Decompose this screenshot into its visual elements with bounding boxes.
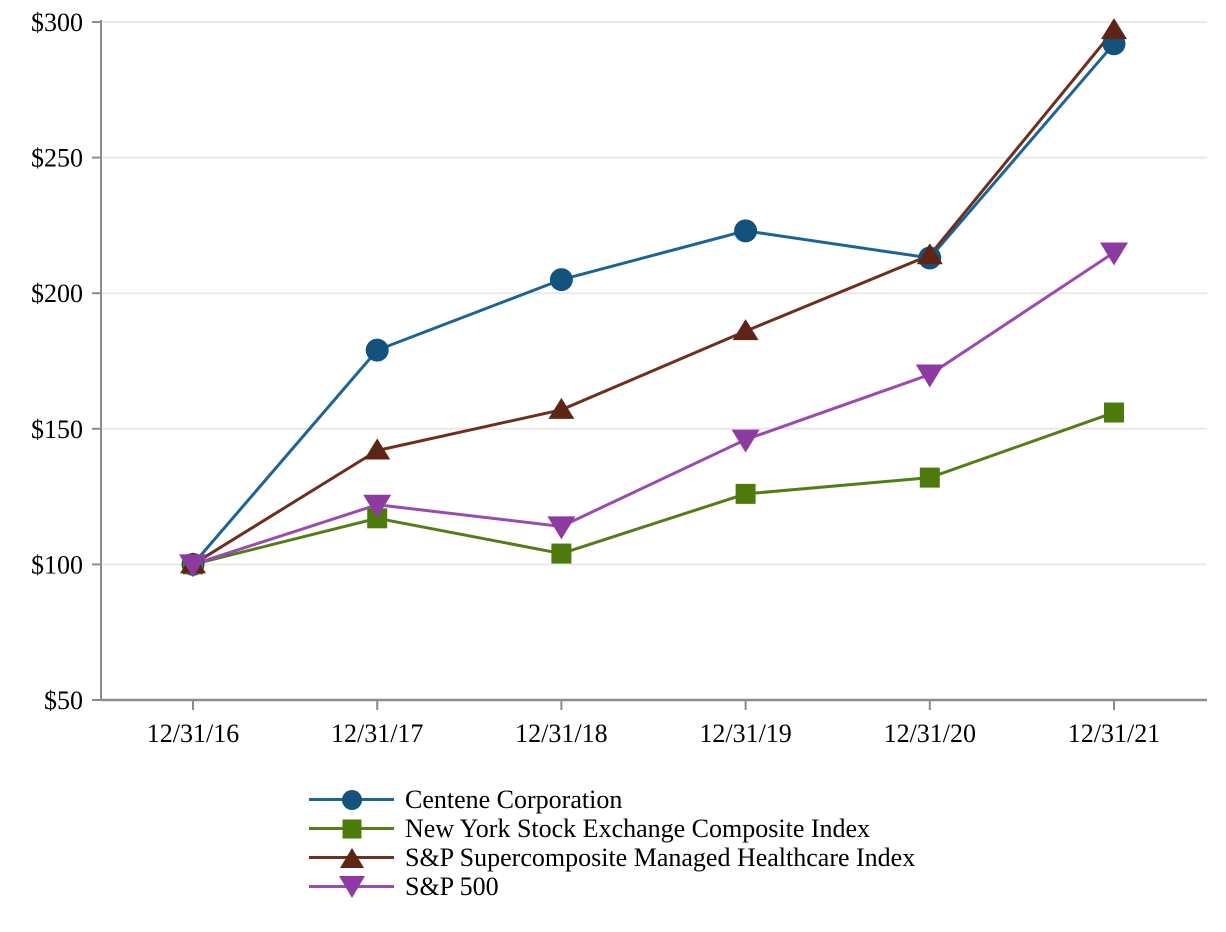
triangle-up-marker-icon — [339, 847, 364, 868]
y-axis-tick-label: $200 — [31, 279, 83, 308]
series-line-circle — [191, 42, 1116, 566]
data-point-circle — [365, 338, 389, 362]
legend-label: S&P 500 — [405, 872, 499, 901]
legend-swatch — [309, 814, 394, 843]
x-axis-tick-label: 12/31/20 — [884, 719, 976, 748]
legend-item-centene: Centene Corporation — [309, 785, 915, 814]
series-line-triangle-down — [192, 251, 1115, 566]
legend-swatch — [309, 872, 394, 901]
data-point-circle — [549, 268, 573, 292]
x-axis-tick-label: 12/31/18 — [515, 719, 607, 748]
circle-marker-icon — [341, 789, 362, 810]
data-point-triangle-down — [547, 516, 576, 540]
x-axis-tick-label: 12/31/17 — [331, 719, 423, 748]
data-point-triangle-down — [363, 494, 392, 518]
chart-legend: Centene Corporation New York Stock Excha… — [309, 785, 915, 901]
x-axis-tick-label: 12/31/19 — [699, 719, 791, 748]
legend-label: Centene Corporation — [405, 785, 623, 814]
legend-item-sp500: S&P 500 — [309, 872, 915, 901]
data-point-triangle-up — [364, 438, 391, 460]
series-line-square — [192, 411, 1115, 566]
data-point-square — [919, 467, 940, 488]
data-point-square — [1104, 402, 1124, 423]
legend-item-sp-managed-healthcare: S&P Supercomposite Managed Healthcare In… — [309, 843, 915, 872]
data-point-circle — [734, 219, 758, 243]
legend-label: New York Stock Exchange Composite Index — [405, 814, 871, 843]
data-point-square — [735, 483, 756, 504]
x-axis-tick-label: 12/31/21 — [1068, 719, 1160, 748]
data-point-triangle-down — [731, 429, 760, 453]
data-point-square — [551, 543, 572, 564]
data-point-triangle-up — [548, 397, 575, 419]
y-axis-tick-label: $50 — [44, 686, 83, 715]
triangle-down-marker-icon — [338, 875, 365, 898]
legend-item-nyse-composite: New York Stock Exchange Composite Index — [309, 814, 915, 843]
data-point-triangle-down — [1100, 242, 1128, 266]
legend-label: S&P Supercomposite Managed Healthcare In… — [405, 843, 916, 872]
x-axis-tick-label: 12/31/16 — [147, 719, 239, 748]
y-axis-tick-label: $250 — [31, 144, 83, 173]
plot-area: $300 $250 $200 $150 $100 $50 12/31/16 12/31/17 1… — [31, 8, 1207, 748]
data-point-triangle-up — [916, 243, 943, 265]
data-point-triangle-down — [915, 364, 944, 388]
legend-swatch — [309, 843, 394, 872]
legend-swatch — [309, 785, 394, 814]
data-point-triangle-up — [1101, 18, 1127, 40]
series-line-triangle-up — [192, 29, 1116, 566]
y-axis-tick-label: $100 — [31, 550, 83, 579]
y-axis-tick-label: $150 — [31, 415, 83, 444]
square-marker-icon — [342, 819, 361, 838]
y-axis-tick-label: $300 — [31, 8, 83, 37]
data-point-square — [367, 508, 388, 529]
data-point-triangle-up — [732, 319, 759, 341]
data-point-triangle-down — [179, 554, 207, 578]
